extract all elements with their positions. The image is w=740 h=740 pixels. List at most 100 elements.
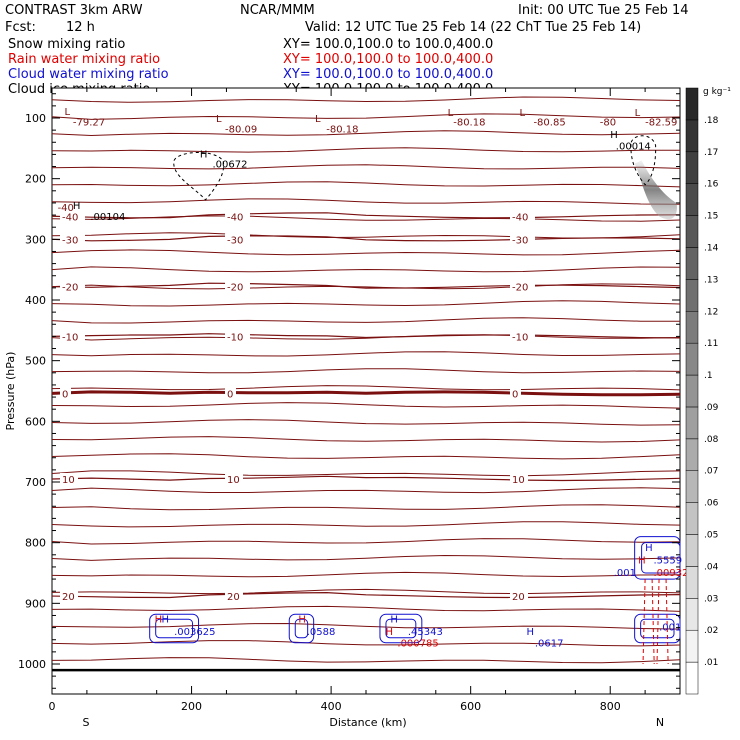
contour-annotation: H	[298, 615, 306, 626]
colorbar-label: .02	[704, 626, 718, 636]
x-tick-label: 400	[321, 700, 342, 713]
contour-annotation: .00014	[616, 142, 651, 153]
colorbar-label: .12	[704, 307, 718, 317]
temperature-contour	[51, 351, 681, 357]
temperature-contour	[51, 657, 681, 664]
legend-cloud-water-xy: XY= 100.0,100.0 to 100.0,400.0	[283, 67, 493, 82]
rain-water-contour	[656, 579, 669, 665]
colorbar-swatch	[685, 438, 699, 471]
cloud-water-contour	[641, 542, 681, 574]
colorbar-label: .17	[704, 148, 718, 158]
temperature-contour-label: -40	[227, 212, 243, 223]
south-label: S	[83, 716, 90, 729]
y-tick-label: 400	[25, 294, 46, 307]
temperature-contour--40	[51, 212, 681, 219]
contour-annotation: -82.59	[645, 117, 677, 128]
temperature-contour-label: -10	[62, 332, 78, 343]
temperature-contour-0	[51, 390, 681, 397]
contour-annotation: H	[526, 627, 534, 638]
cloud-ice-shading	[634, 160, 677, 220]
contour-annotation: -79.27	[73, 117, 105, 128]
cloud-water-contour	[149, 613, 200, 644]
y-tick-label: 200	[25, 173, 46, 186]
colorbar-swatch	[685, 247, 699, 280]
snow-contour	[630, 135, 657, 186]
contour-annotation: .003625	[174, 627, 215, 638]
temperature-contour-10	[51, 475, 681, 482]
colorbar-label: .05	[704, 531, 718, 541]
colorbar-swatch	[685, 629, 699, 663]
contour-annotation: .001	[659, 623, 681, 634]
colorbar-unit: g kg⁻¹	[703, 87, 731, 97]
contour-annotation: .001	[614, 568, 636, 579]
temperature-contour	[51, 605, 681, 612]
contour-annotation: -80	[600, 117, 616, 128]
temperature-contour-label: -10	[512, 332, 528, 343]
colorbar-swatch	[685, 215, 699, 248]
temperature-contour	[51, 436, 681, 443]
plot-frame	[51, 87, 681, 695]
y-tick-label: 100	[25, 112, 46, 125]
center-title: NCAR/MMM	[240, 3, 315, 18]
temperature-contour-label: -30	[62, 235, 78, 246]
colorbar-label: .1	[704, 371, 713, 381]
contour-annotation: -80.18	[453, 117, 485, 128]
temperature-contour-label: 20	[512, 592, 525, 603]
temperature-contour	[51, 538, 681, 545]
temperature-contour	[51, 198, 681, 205]
y-tick-label: 600	[25, 415, 46, 428]
colorbar-label: .01	[704, 658, 718, 668]
temperature-contour	[51, 470, 681, 477]
north-label: N	[656, 716, 664, 729]
colorbar-swatch	[685, 566, 699, 599]
snow-contour	[173, 152, 225, 201]
y-tick-label: 1000	[18, 658, 46, 671]
y-axis-title: Pressure (hPa)	[4, 352, 17, 431]
colorbar-label: .18	[704, 116, 719, 126]
valid-time: Valid: 12 UTC Tue 25 Feb 14 (22 ChT Tue …	[305, 20, 641, 35]
temperature-contour-label: -10	[227, 332, 243, 343]
colorbar-swatch	[685, 598, 699, 631]
temperature-contour	[51, 504, 681, 511]
cloud-water-contour	[155, 618, 194, 639]
y-tick-label: 300	[25, 233, 46, 246]
temperature-contour	[51, 96, 681, 103]
contour-annotation: .45343	[408, 627, 443, 638]
colorbar-label: .09	[704, 403, 719, 413]
contour-layer: -40 -40 -40-30 -30 -30-20 -20 -20-10 -10 -100 0 01…	[51, 96, 681, 664]
rain-water-contour	[642, 579, 655, 665]
temperature-contour	[51, 266, 681, 273]
temperature-contour-label: 10	[512, 475, 525, 486]
contour-annotation: .000785	[397, 638, 438, 649]
contour-annotation: L	[216, 114, 222, 125]
temperature-contour	[51, 113, 681, 120]
temperature-contour-label: -40	[512, 212, 528, 223]
contour-annotation: .00672	[212, 160, 247, 171]
temperature-contour-label: 0	[227, 389, 233, 400]
temperature-contour	[51, 402, 681, 409]
temperature-contour-label: -40	[62, 212, 78, 223]
x-tick-label: 600	[460, 700, 481, 713]
contour-annotation: L	[315, 114, 321, 125]
temperature-contour	[51, 300, 681, 307]
temperature-contour	[51, 622, 681, 630]
x-tick-label: 0	[49, 700, 56, 713]
contour-annotation: .0588	[307, 627, 336, 638]
temperature-contour-label: -20	[227, 283, 243, 294]
temperature-contour-label: 20	[62, 592, 75, 603]
legend-rain-name: Rain water mixing ratio	[8, 52, 160, 67]
contour-annotation: -80.18	[326, 125, 358, 136]
cloud-water-contour	[288, 613, 315, 644]
temperature-contour	[51, 554, 681, 561]
colorbar-label: .08	[704, 435, 719, 445]
contour-annotation: H	[162, 615, 170, 626]
contour-annotation: .00104	[90, 212, 125, 223]
temperature-contour-label: 0	[62, 389, 68, 400]
colorbar-swatch	[685, 87, 699, 121]
temperature-contour--20	[51, 282, 681, 289]
legend-rain-xy: XY= 100.0,100.0 to 100.0,400.0	[283, 52, 493, 67]
contour-annotation: L	[448, 108, 454, 119]
legend-snow-xy: XY= 100.0,100.0 to 100.0,400.0	[283, 37, 493, 52]
colorbar-swatch	[685, 311, 699, 344]
temperature-contour	[51, 317, 680, 324]
